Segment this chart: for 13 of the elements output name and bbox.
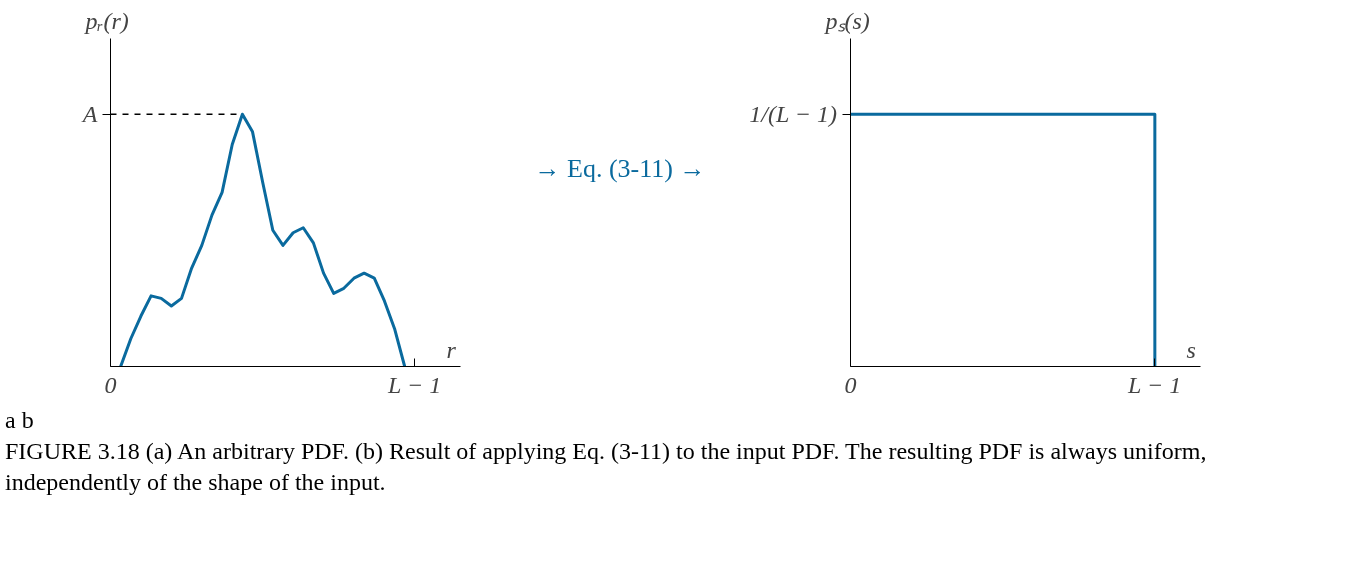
x-tick-label: L − 1 bbox=[1127, 371, 1182, 398]
x-axis-title: s bbox=[1186, 336, 1196, 363]
annotation: 1/(L − 1) bbox=[749, 101, 838, 128]
x-axis-title: r bbox=[446, 336, 457, 363]
x-tick-label: 0 bbox=[844, 371, 857, 398]
y-axis-title: pᵣ(r) bbox=[83, 7, 129, 34]
caption: FIGURE 3.18 (a) An arbitrary PDF. (b) Result of applying Eq. (3-11) to the input PDF. The resulting PDF is always uniform, independently of the shape of the input. bbox=[5, 438, 1207, 496]
x-tick-label: L − 1 bbox=[387, 371, 442, 398]
y-axis-title: pₛ(s) bbox=[823, 7, 870, 34]
text: a b bbox=[5, 407, 34, 433]
ref-line-label: A bbox=[80, 101, 98, 128]
annotation: → Eq. (3-11) → bbox=[534, 153, 706, 185]
x-tick-label: 0 bbox=[104, 371, 117, 398]
